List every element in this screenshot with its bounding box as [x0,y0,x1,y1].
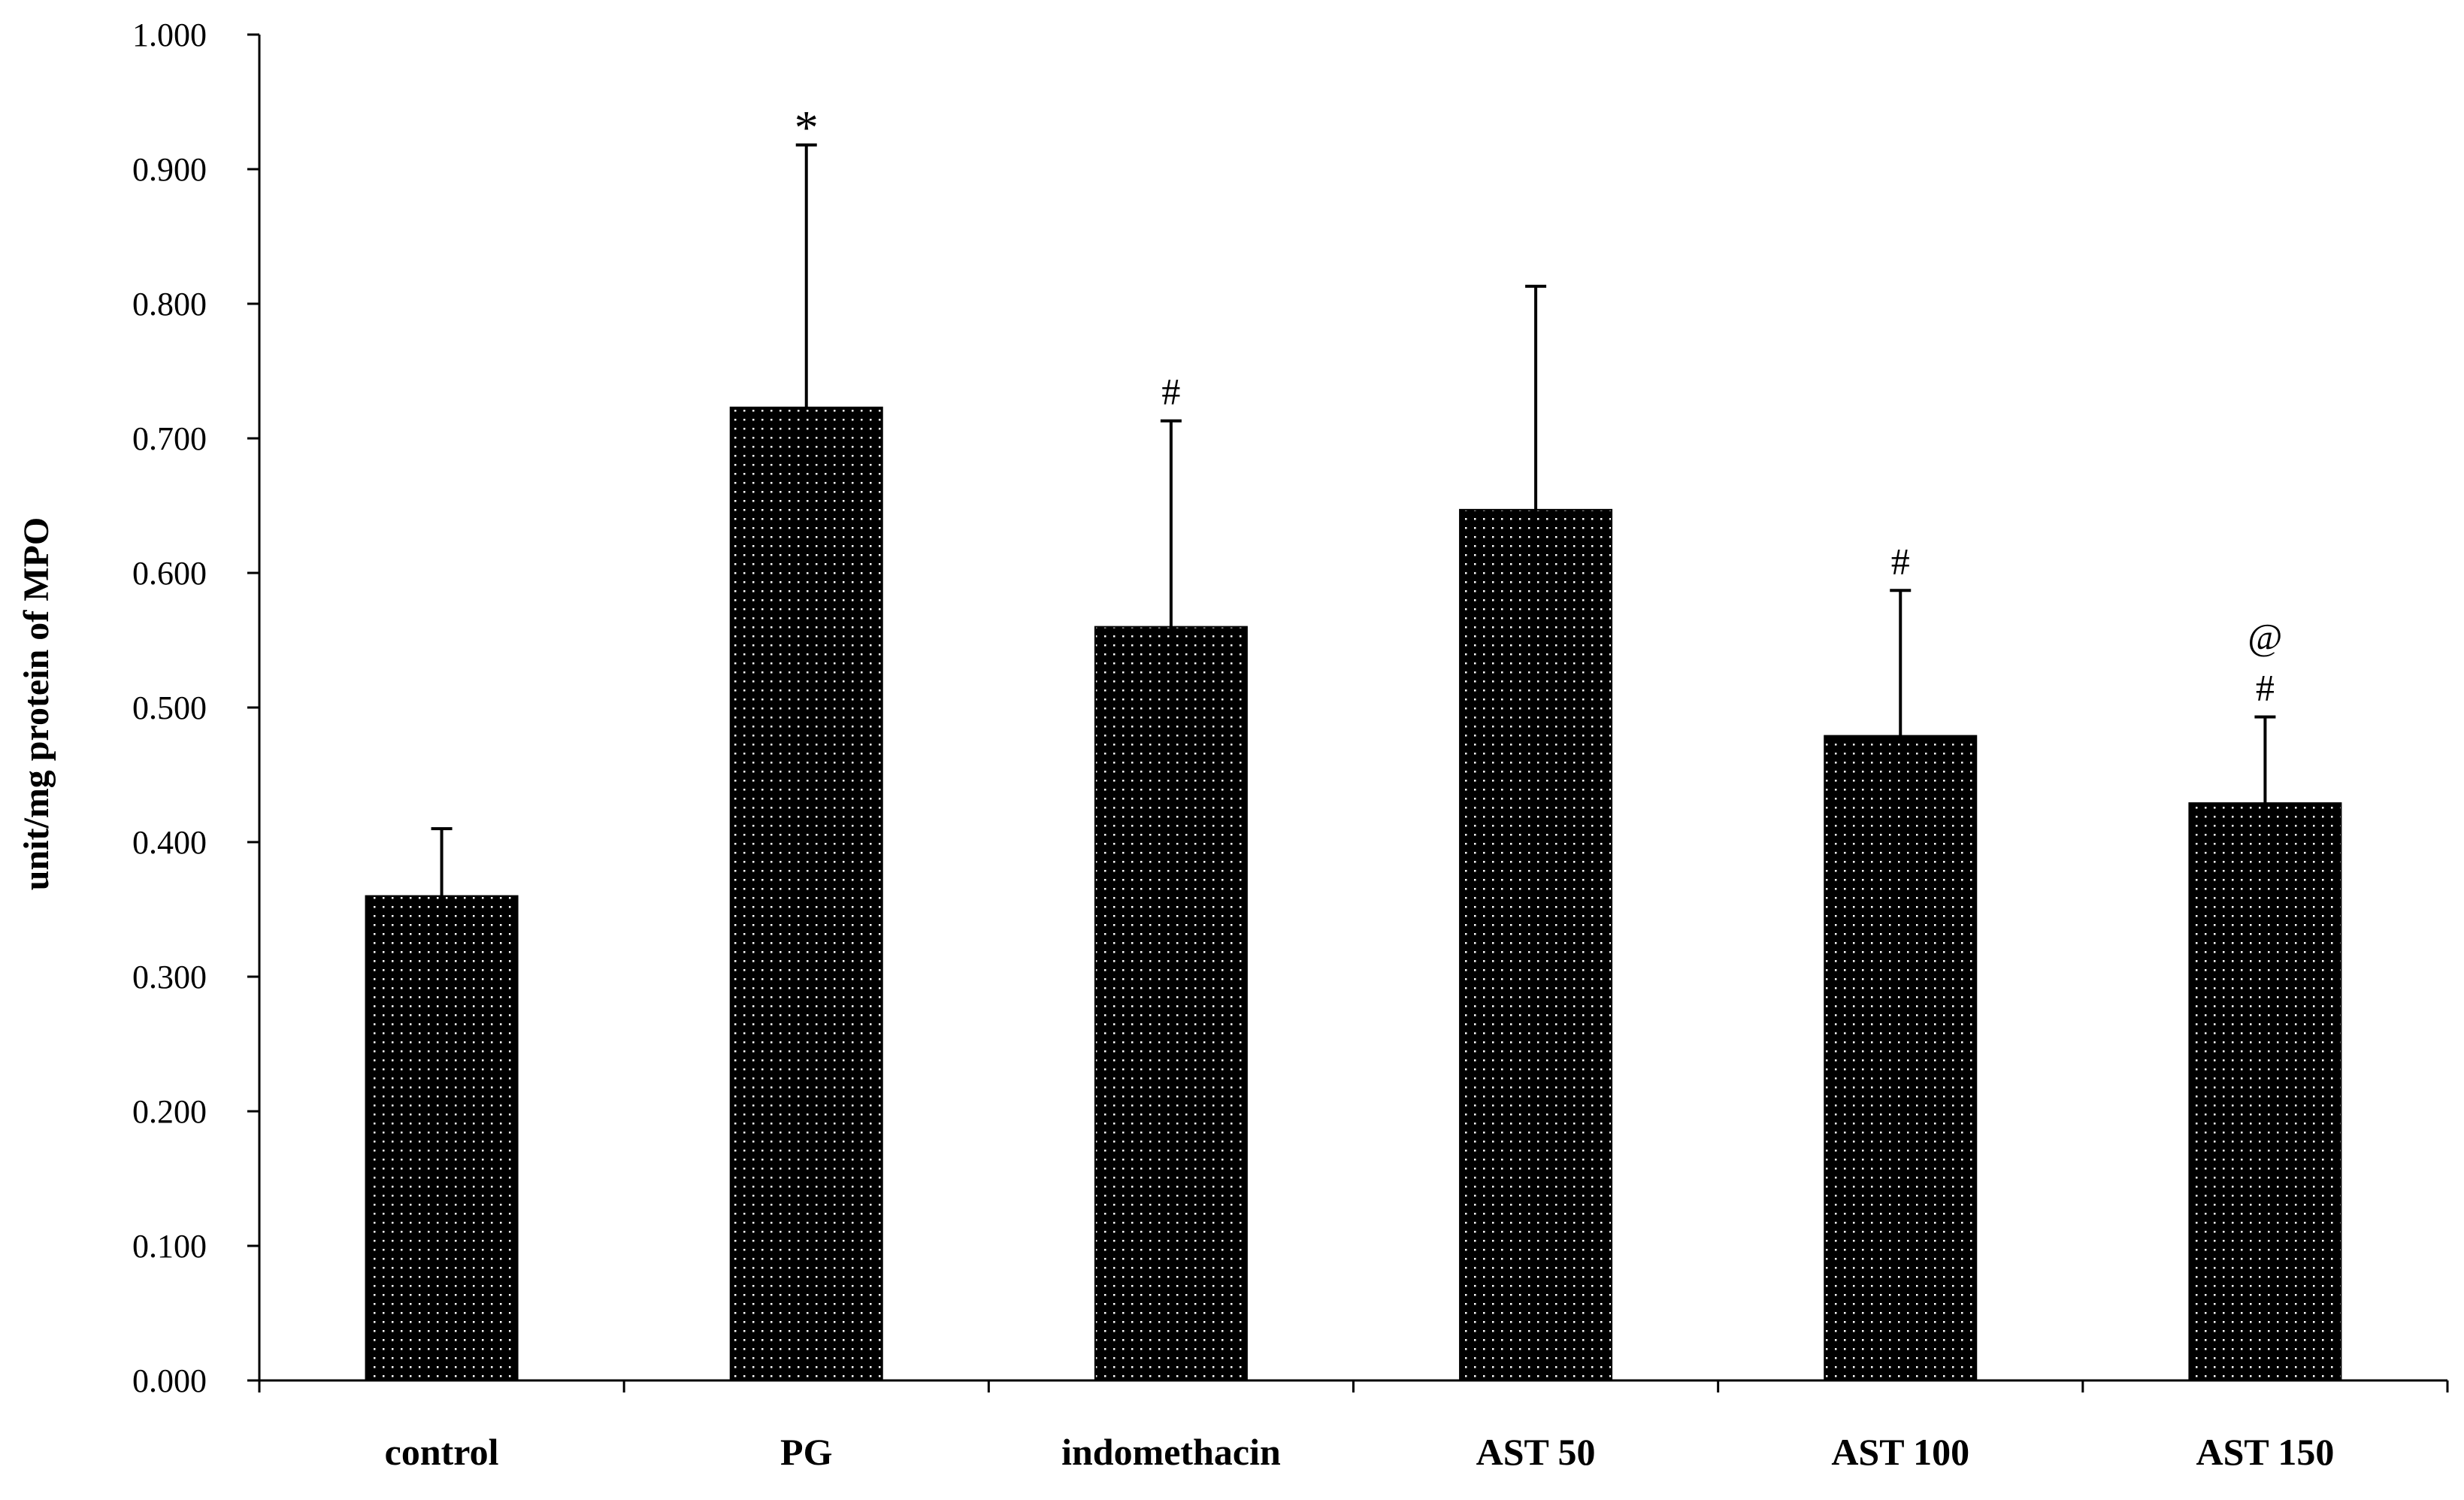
y-tick-label: 0.200 [132,1093,207,1130]
y-tick-label: 0.800 [132,286,207,323]
y-tick-label: 0.300 [132,959,207,995]
y-tick-label: 0.400 [132,824,207,861]
x-tick-label: AST 150 [2196,1431,2334,1473]
bar-indomethacin [1094,626,1248,1381]
labels: control PG indomethacin AST 50 AST 100 AST 15… [385,101,2335,1473]
x-tick-label: AST 100 [1831,1431,1969,1473]
axes: 0.000 0.100 0.200 0.300 0.400 0.500 0.600 0.700… [132,17,2449,1399]
bar-pg [729,406,883,1382]
y-tick-label: 0.000 [132,1362,207,1399]
y-tick-label: 1.000 [132,17,207,53]
significance-mark: # [1891,540,1910,582]
y-tick-label: 0.700 [132,420,207,457]
x-tick-label: control [385,1431,499,1473]
y-tick-label: 0.900 [132,151,207,188]
bar-ast-100 [1824,735,1978,1381]
y-tick-label: 0.600 [132,555,207,592]
bar-control [365,895,519,1381]
x-tick-label: AST 50 [1476,1431,1596,1473]
bars [365,406,2342,1382]
y-axis-title: unit/mg protein of MPO [17,517,56,890]
significance-mark: # [1161,371,1180,413]
bar-ast-150 [2188,802,2342,1381]
bar-ast-50 [1459,508,1613,1381]
y-tick-label: 0.500 [132,689,207,726]
significance-mark: * [795,101,819,154]
y-tick-label: 0.100 [132,1228,207,1265]
x-tick-label: indomethacin [1061,1431,1281,1473]
significance-mark: # [2256,667,2275,709]
significance-mark: @ [2248,616,2282,658]
error-bars [431,143,2276,896]
x-tick-label: PG [780,1431,832,1473]
